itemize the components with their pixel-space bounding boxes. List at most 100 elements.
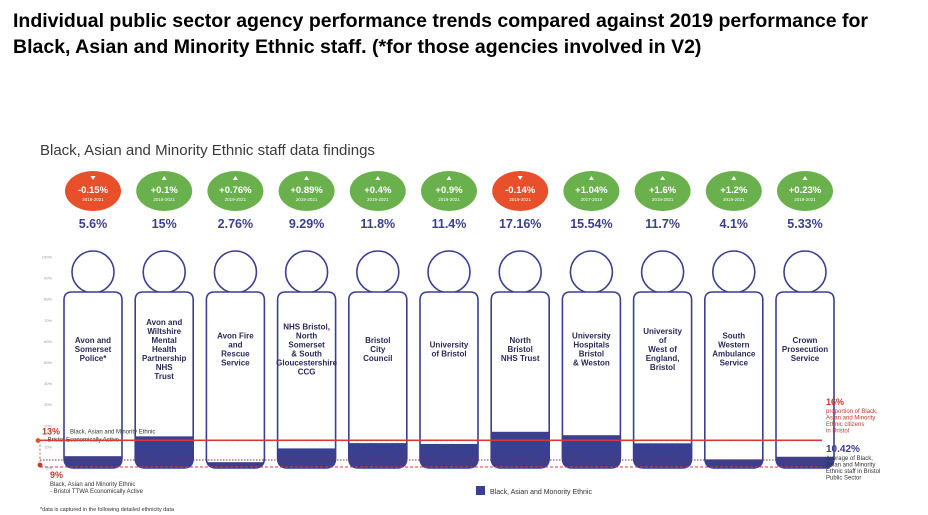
- org-label: Service: [221, 359, 250, 368]
- org-label: NHS: [156, 363, 174, 372]
- org-label: Avon and: [75, 336, 111, 345]
- change-period: 2019-2021: [82, 197, 104, 202]
- legend-label: Black, Asian and Monority Ethnic: [490, 489, 592, 496]
- org-label: Prosecution: [782, 345, 828, 354]
- reference-marker: [37, 462, 43, 468]
- org-label: of Bristol: [431, 350, 466, 359]
- value-label: 15%: [152, 217, 177, 231]
- change-period: 2019-2021: [225, 197, 247, 202]
- org-label: North: [510, 336, 531, 345]
- org-label: Ambulance: [712, 350, 756, 359]
- footnote: *data is captured in the following detai…: [40, 507, 175, 513]
- org-label: Avon Fire: [217, 332, 254, 341]
- badge-circle: [421, 171, 477, 211]
- org-label: Rescue: [221, 350, 250, 359]
- change-badge: +1.6%2019-2021: [634, 171, 691, 211]
- arrow-up-icon: [731, 176, 737, 180]
- org-label: Partnership: [142, 354, 187, 363]
- y-tick-label: 10%: [44, 444, 52, 449]
- badge-circle: [777, 171, 833, 211]
- org-label: & South: [291, 350, 322, 359]
- change-period: 2019-2021: [723, 197, 745, 202]
- badge-circle: [563, 171, 620, 211]
- badge-circle: [492, 171, 549, 211]
- change-badge: +0.89%2019-2021: [278, 171, 335, 211]
- reference-text: Black, Asian and Minority Ethnic: [70, 430, 155, 436]
- figure-body: [348, 291, 408, 469]
- change-period: 2019-2021: [794, 197, 816, 202]
- org-label: West of: [648, 345, 677, 354]
- org-label: & Weston: [573, 359, 610, 368]
- reference-text: Average of Black,: [826, 456, 873, 462]
- figure-body: [276, 291, 337, 469]
- y-tick-label: 30%: [44, 402, 52, 407]
- org-label: Avon and: [146, 318, 182, 327]
- org-label: Crown: [793, 336, 818, 345]
- reference-text: Black, Asian and Minority Ethnic: [50, 482, 135, 488]
- arrow-up-icon: [446, 176, 452, 180]
- org-label: Wiltshire: [147, 327, 181, 336]
- change-period: 2019-2021: [438, 197, 460, 202]
- value-label: 11.4%: [432, 217, 467, 231]
- org-label: Hospitals: [573, 341, 610, 350]
- change-badge: +0.9%2019-2021: [421, 171, 477, 211]
- change-value: +0.23%: [789, 185, 822, 196]
- value-bar: [206, 462, 265, 468]
- arrow-down-icon: [90, 176, 96, 180]
- figure-head: [569, 250, 614, 294]
- figure-head: [427, 250, 471, 294]
- value-label: 4.1%: [720, 217, 749, 231]
- org-label: NHS Bristol,: [283, 323, 330, 332]
- reference-value-label: 10.42%: [826, 444, 860, 455]
- reference-text: in Bristol: [826, 429, 849, 435]
- org-label: England,: [646, 354, 680, 363]
- figure-body: [205, 291, 266, 469]
- change-badge: -0.14%2019-2021: [492, 171, 549, 211]
- org-label: Bristol: [650, 363, 675, 372]
- org-label: Trust: [154, 372, 174, 381]
- org-label: Bristol: [365, 336, 390, 345]
- value-label: 5.6%: [79, 217, 108, 231]
- arrow-up-icon: [304, 176, 310, 180]
- figure-head: [640, 250, 685, 294]
- reference-text: - Bristol TTWA Economically Active: [50, 489, 144, 495]
- badge-circle: [207, 171, 264, 211]
- arrow-down-icon: [517, 176, 523, 180]
- person-figure: Avon andWiltshireMentalHealthPartnership…: [134, 250, 194, 469]
- reference-text: Asian and Minority: [826, 463, 875, 469]
- figure-head: [783, 250, 827, 294]
- y-tick-label: 90%: [44, 276, 52, 281]
- change-badge: +0.76%2019-2021: [207, 171, 264, 211]
- figure-head: [284, 250, 329, 294]
- reference-text: proportion of Black,: [826, 409, 878, 415]
- change-badge: +1.04%2017-2019: [563, 171, 620, 211]
- reference-text: Ethnic citizens: [826, 422, 864, 428]
- change-badge: +0.23%2019-2021: [777, 171, 833, 211]
- org-label: North: [296, 332, 317, 341]
- org-label: Bristol: [579, 350, 604, 359]
- change-badge: +1.2%2019-2021: [705, 171, 762, 211]
- value-bar: [704, 459, 763, 468]
- figure-body: [704, 291, 764, 469]
- change-value: -0.15%: [78, 185, 109, 196]
- figure-head: [711, 250, 756, 294]
- org-label: University: [572, 332, 611, 341]
- value-bar: [633, 443, 692, 468]
- legend-swatch: [476, 486, 485, 495]
- change-badge: +0.4%2019-2021: [349, 171, 406, 211]
- badge-circle: [705, 171, 762, 211]
- badge-circle: [278, 171, 335, 211]
- y-tick-label: 100%: [42, 255, 53, 260]
- value-label: 2.76%: [218, 217, 253, 231]
- value-bar: [420, 443, 478, 468]
- change-value: +0.89%: [290, 185, 323, 196]
- org-label: Gloucestershire: [276, 359, 337, 368]
- reference-text: Ethnic staff in Bristol: [826, 469, 880, 475]
